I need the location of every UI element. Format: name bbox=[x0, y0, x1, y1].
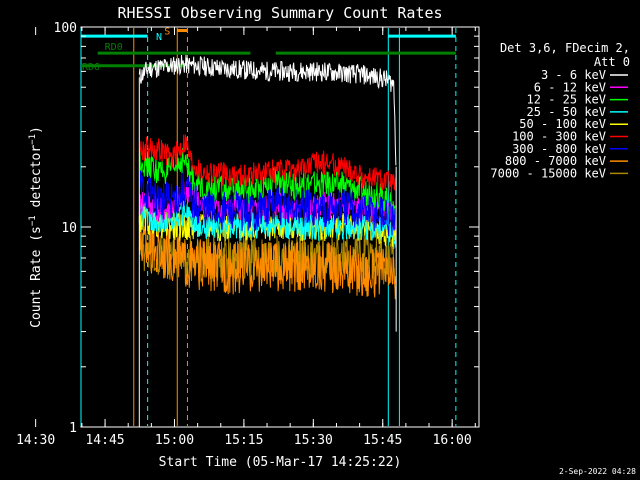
series-line bbox=[138, 134, 397, 195]
series-line bbox=[138, 147, 397, 218]
legend-entry-label: 3 - 6 keV bbox=[541, 68, 606, 82]
series-line bbox=[138, 216, 397, 300]
x-tick-label: 14:30 bbox=[16, 433, 55, 448]
series-line bbox=[138, 170, 397, 237]
legend-entry-label: 100 - 300 keV bbox=[512, 130, 606, 144]
chart-title: RHESSI Observing Summary Count Rates bbox=[117, 4, 442, 22]
x-tick-label: 15:30 bbox=[294, 433, 333, 448]
x-axis-label: Start Time (05-Mar-17 14:25:22) bbox=[159, 455, 402, 470]
x-tick-label: 15:00 bbox=[155, 433, 194, 448]
x-tick-label: 15:45 bbox=[363, 433, 402, 448]
x-tick-label: 15:15 bbox=[224, 433, 263, 448]
legend-entry-label: 7000 - 15000 keV bbox=[490, 166, 606, 180]
x-tick-label: 14:45 bbox=[85, 433, 124, 448]
series-line bbox=[138, 54, 397, 166]
legend-entry-label: 50 - 100 keV bbox=[519, 117, 606, 131]
legend-entry-label: 12 - 25 keV bbox=[527, 93, 606, 107]
y-axis-label: Count Rate (s−1 detector−1) bbox=[28, 126, 44, 328]
legend-header: Att 0 bbox=[594, 55, 630, 69]
legend-entry-label: 6 - 12 keV bbox=[534, 80, 606, 94]
legend-entry-label: 25 - 50 keV bbox=[527, 105, 606, 119]
state-bar-label: RD6 bbox=[82, 62, 100, 73]
y-tick-label: 10 bbox=[61, 221, 77, 236]
state-bar-label: N bbox=[156, 32, 162, 43]
legend-header: Det 3,6, FDecim 2, bbox=[500, 41, 630, 55]
state-bar-label: RD0 bbox=[105, 42, 123, 53]
legend-entry-label: 300 - 800 keV bbox=[512, 142, 606, 156]
legend-entry-label: 800 - 7000 keV bbox=[505, 154, 606, 168]
series-group bbox=[138, 54, 397, 427]
x-tick-label: 16:00 bbox=[433, 433, 472, 448]
y-tick-label: 1 bbox=[69, 421, 77, 436]
state-bar-label: S bbox=[164, 27, 170, 38]
axes: 14:30 14:45 15:00 15:15 15:30 15:45 16:00 1 10 10… bbox=[16, 21, 479, 448]
footer-timestamp: 2-Sep-2022 04:28 bbox=[559, 467, 636, 476]
y-tick-label: 100 bbox=[54, 21, 77, 36]
